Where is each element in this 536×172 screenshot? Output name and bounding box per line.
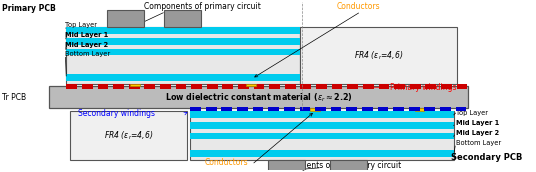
Bar (456, 107, 466, 111)
Text: Mid Layer 2: Mid Layer 2 (65, 42, 109, 48)
Bar (70, 111, 187, 160)
Bar (66, 27, 301, 34)
Bar (190, 107, 201, 111)
Bar (347, 84, 358, 89)
Text: Conductors: Conductors (205, 158, 249, 167)
Text: FR4 ($\varepsilon_r$=4,6): FR4 ($\varepsilon_r$=4,6) (354, 49, 403, 62)
Bar (269, 160, 306, 172)
Text: Secondary PCB: Secondary PCB (451, 153, 522, 162)
Bar (160, 84, 171, 89)
Bar (310, 108, 320, 111)
Bar (66, 74, 301, 81)
Text: Top Layer: Top Layer (65, 22, 98, 28)
Bar (129, 84, 139, 89)
Bar (66, 27, 301, 84)
Bar (457, 84, 467, 89)
Bar (300, 107, 310, 111)
Bar (190, 132, 453, 139)
Text: Low dielectric constant material ($\varepsilon_r$$\approx$2.2): Low dielectric constant material ($\vare… (165, 91, 352, 104)
Text: Tr PCB: Tr PCB (2, 93, 26, 102)
Text: Components of secondary circuit: Components of secondary circuit (275, 161, 401, 170)
Bar (332, 84, 343, 89)
Bar (66, 38, 301, 45)
Bar (107, 10, 144, 27)
Bar (206, 107, 217, 111)
Bar (254, 84, 264, 89)
Bar (82, 84, 93, 89)
Text: Primary windings: Primary windings (390, 83, 457, 92)
Bar (410, 84, 421, 89)
Bar (378, 84, 389, 89)
Bar (49, 86, 468, 108)
Bar (301, 84, 311, 89)
Bar (207, 84, 218, 89)
Bar (113, 84, 124, 89)
Bar (394, 84, 405, 89)
Bar (393, 107, 404, 111)
Bar (269, 107, 279, 111)
Bar (377, 107, 388, 111)
Bar (426, 84, 436, 89)
Text: Primary PCB: Primary PCB (2, 4, 56, 13)
Text: Top Layer: Top Layer (456, 110, 488, 116)
Bar (222, 84, 233, 89)
Bar (362, 107, 373, 111)
Text: Bottom Layer: Bottom Layer (65, 51, 110, 57)
Bar (269, 84, 280, 89)
Bar (415, 108, 425, 111)
Bar (246, 84, 256, 86)
Bar (252, 107, 263, 111)
Text: Mid Layer 1: Mid Layer 1 (65, 32, 109, 38)
Bar (346, 107, 357, 111)
Bar (440, 107, 451, 111)
Bar (190, 150, 453, 157)
Bar (130, 84, 139, 86)
Bar (330, 160, 367, 172)
Bar (315, 107, 326, 111)
Bar (176, 84, 187, 89)
Bar (409, 107, 420, 111)
Bar (164, 10, 201, 27)
Bar (190, 122, 453, 129)
Bar (237, 107, 248, 111)
Text: Bottom Layer: Bottom Layer (456, 140, 501, 146)
Bar (285, 84, 296, 89)
Bar (238, 84, 249, 89)
Bar (144, 84, 155, 89)
Text: Mid Layer 2: Mid Layer 2 (456, 130, 499, 136)
Bar (66, 49, 301, 55)
Text: Conductors: Conductors (337, 2, 380, 11)
Bar (316, 84, 327, 89)
Bar (190, 111, 453, 160)
Bar (331, 107, 341, 111)
Text: Components of primary circuit: Components of primary circuit (144, 2, 261, 11)
Bar (441, 84, 452, 89)
Bar (301, 27, 457, 84)
Text: Secondary windings: Secondary windings (78, 109, 155, 119)
Bar (191, 84, 202, 89)
Text: FR4 ($\varepsilon_r$=4,6): FR4 ($\varepsilon_r$=4,6) (104, 129, 153, 142)
Bar (284, 107, 295, 111)
Bar (425, 107, 435, 111)
Bar (221, 107, 232, 111)
Bar (363, 84, 374, 89)
Bar (190, 111, 453, 118)
Bar (66, 84, 77, 89)
Bar (98, 84, 108, 89)
Text: Mid Layer 1: Mid Layer 1 (456, 120, 499, 126)
